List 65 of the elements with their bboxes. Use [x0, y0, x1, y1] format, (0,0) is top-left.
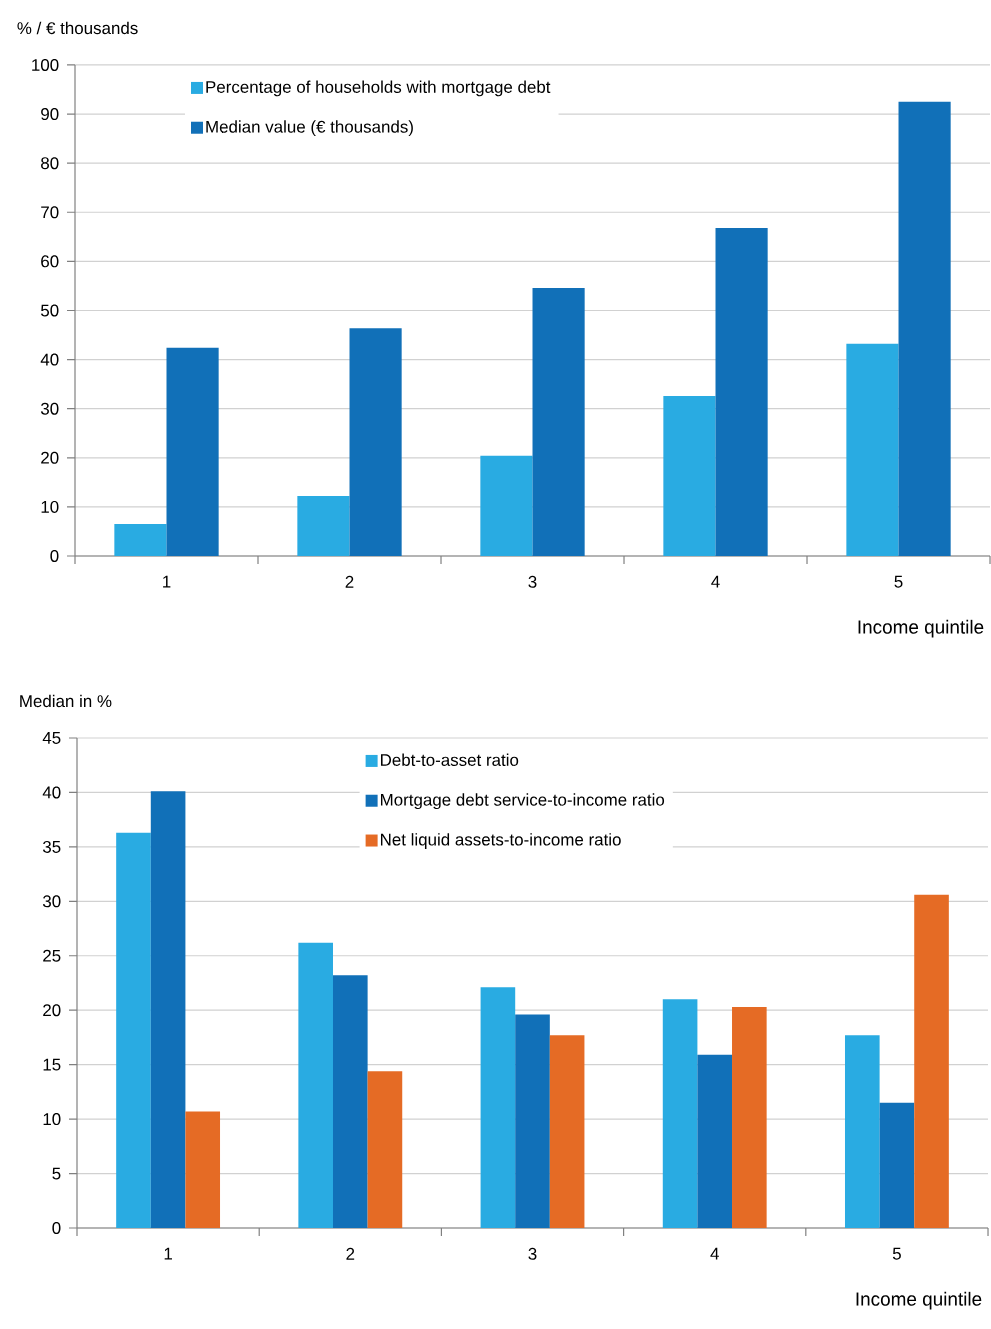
y-tick-label: 15 [43, 1058, 61, 1071]
bar [349, 328, 402, 556]
y-tick-label: 40 [42, 786, 61, 799]
bar [114, 524, 167, 556]
legend-label: Debt-to-asset ratio [381, 753, 519, 766]
bar [116, 832, 151, 1228]
x-tick-label: 1 [164, 1247, 172, 1260]
y-tick-label: 5 [52, 1167, 61, 1180]
bar [515, 1014, 550, 1228]
bar [549, 1035, 585, 1228]
y-tick-label: 40 [40, 353, 59, 366]
bar [697, 1054, 733, 1228]
bar [879, 1102, 915, 1228]
y-tick-label: 25 [43, 949, 61, 962]
y-tick-label: 20 [41, 451, 59, 464]
x-tick-label: 5 [894, 575, 903, 588]
x-tick-label: 4 [710, 1247, 719, 1260]
y-tick-label: 10 [43, 1113, 61, 1126]
bar [150, 791, 186, 1228]
y-tick-label: 60 [41, 255, 59, 268]
bar [333, 975, 368, 1228]
y-tick-label: 90 [41, 108, 59, 121]
bar [898, 101, 951, 556]
bar [532, 287, 585, 556]
bar [844, 1035, 880, 1228]
bar [297, 496, 350, 556]
y-tick-label: 100 [32, 58, 59, 71]
x-tick-label: 4 [711, 575, 720, 588]
bar [662, 999, 698, 1228]
legend-label: Percentage of households with mortgage debt [206, 80, 551, 97]
x-tick-label: 3 [528, 575, 537, 588]
y-tick-label: 20 [43, 1004, 61, 1017]
x-tick-label: 1 [163, 575, 171, 588]
x-axis-title: Income quintile [856, 1291, 982, 1310]
bar [367, 1071, 403, 1228]
bar [914, 894, 949, 1228]
y-tick-label: 80 [41, 157, 59, 170]
y-axis-title: Median in % [20, 694, 112, 708]
bar [732, 1006, 767, 1228]
bar [185, 1111, 221, 1228]
bar [166, 347, 219, 556]
x-tick-label: 5 [892, 1247, 901, 1260]
y-tick-label: 30 [42, 895, 61, 908]
legend-label: Net liquid assets-to-income ratio [381, 833, 621, 849]
y-tick-label: 50 [40, 304, 59, 317]
x-axis-title: Income quintile [858, 619, 984, 638]
bar [663, 395, 716, 556]
bar [480, 987, 516, 1228]
legend-label: Mortgage debt service-to-income ratio [381, 793, 665, 810]
y-tick-label: 30 [40, 402, 59, 415]
x-tick-label: 3 [528, 1247, 537, 1260]
y-tick-label: 0 [50, 549, 59, 562]
y-tick-label: 70 [41, 206, 59, 219]
x-tick-label: 2 [346, 1247, 355, 1260]
y-tick-label: 10 [41, 500, 59, 513]
bar [298, 942, 333, 1228]
y-tick-label: 0 [52, 1222, 61, 1234]
y-axis-title: % / € thousands [17, 21, 138, 35]
legend-label: Median value (€ thousands) [206, 120, 413, 137]
bar [715, 227, 768, 556]
x-tick-label: 2 [345, 575, 354, 588]
bar [480, 455, 533, 556]
y-tick-label: 45 [42, 732, 61, 744]
y-tick-label: 35 [42, 840, 61, 853]
bar [846, 343, 899, 556]
